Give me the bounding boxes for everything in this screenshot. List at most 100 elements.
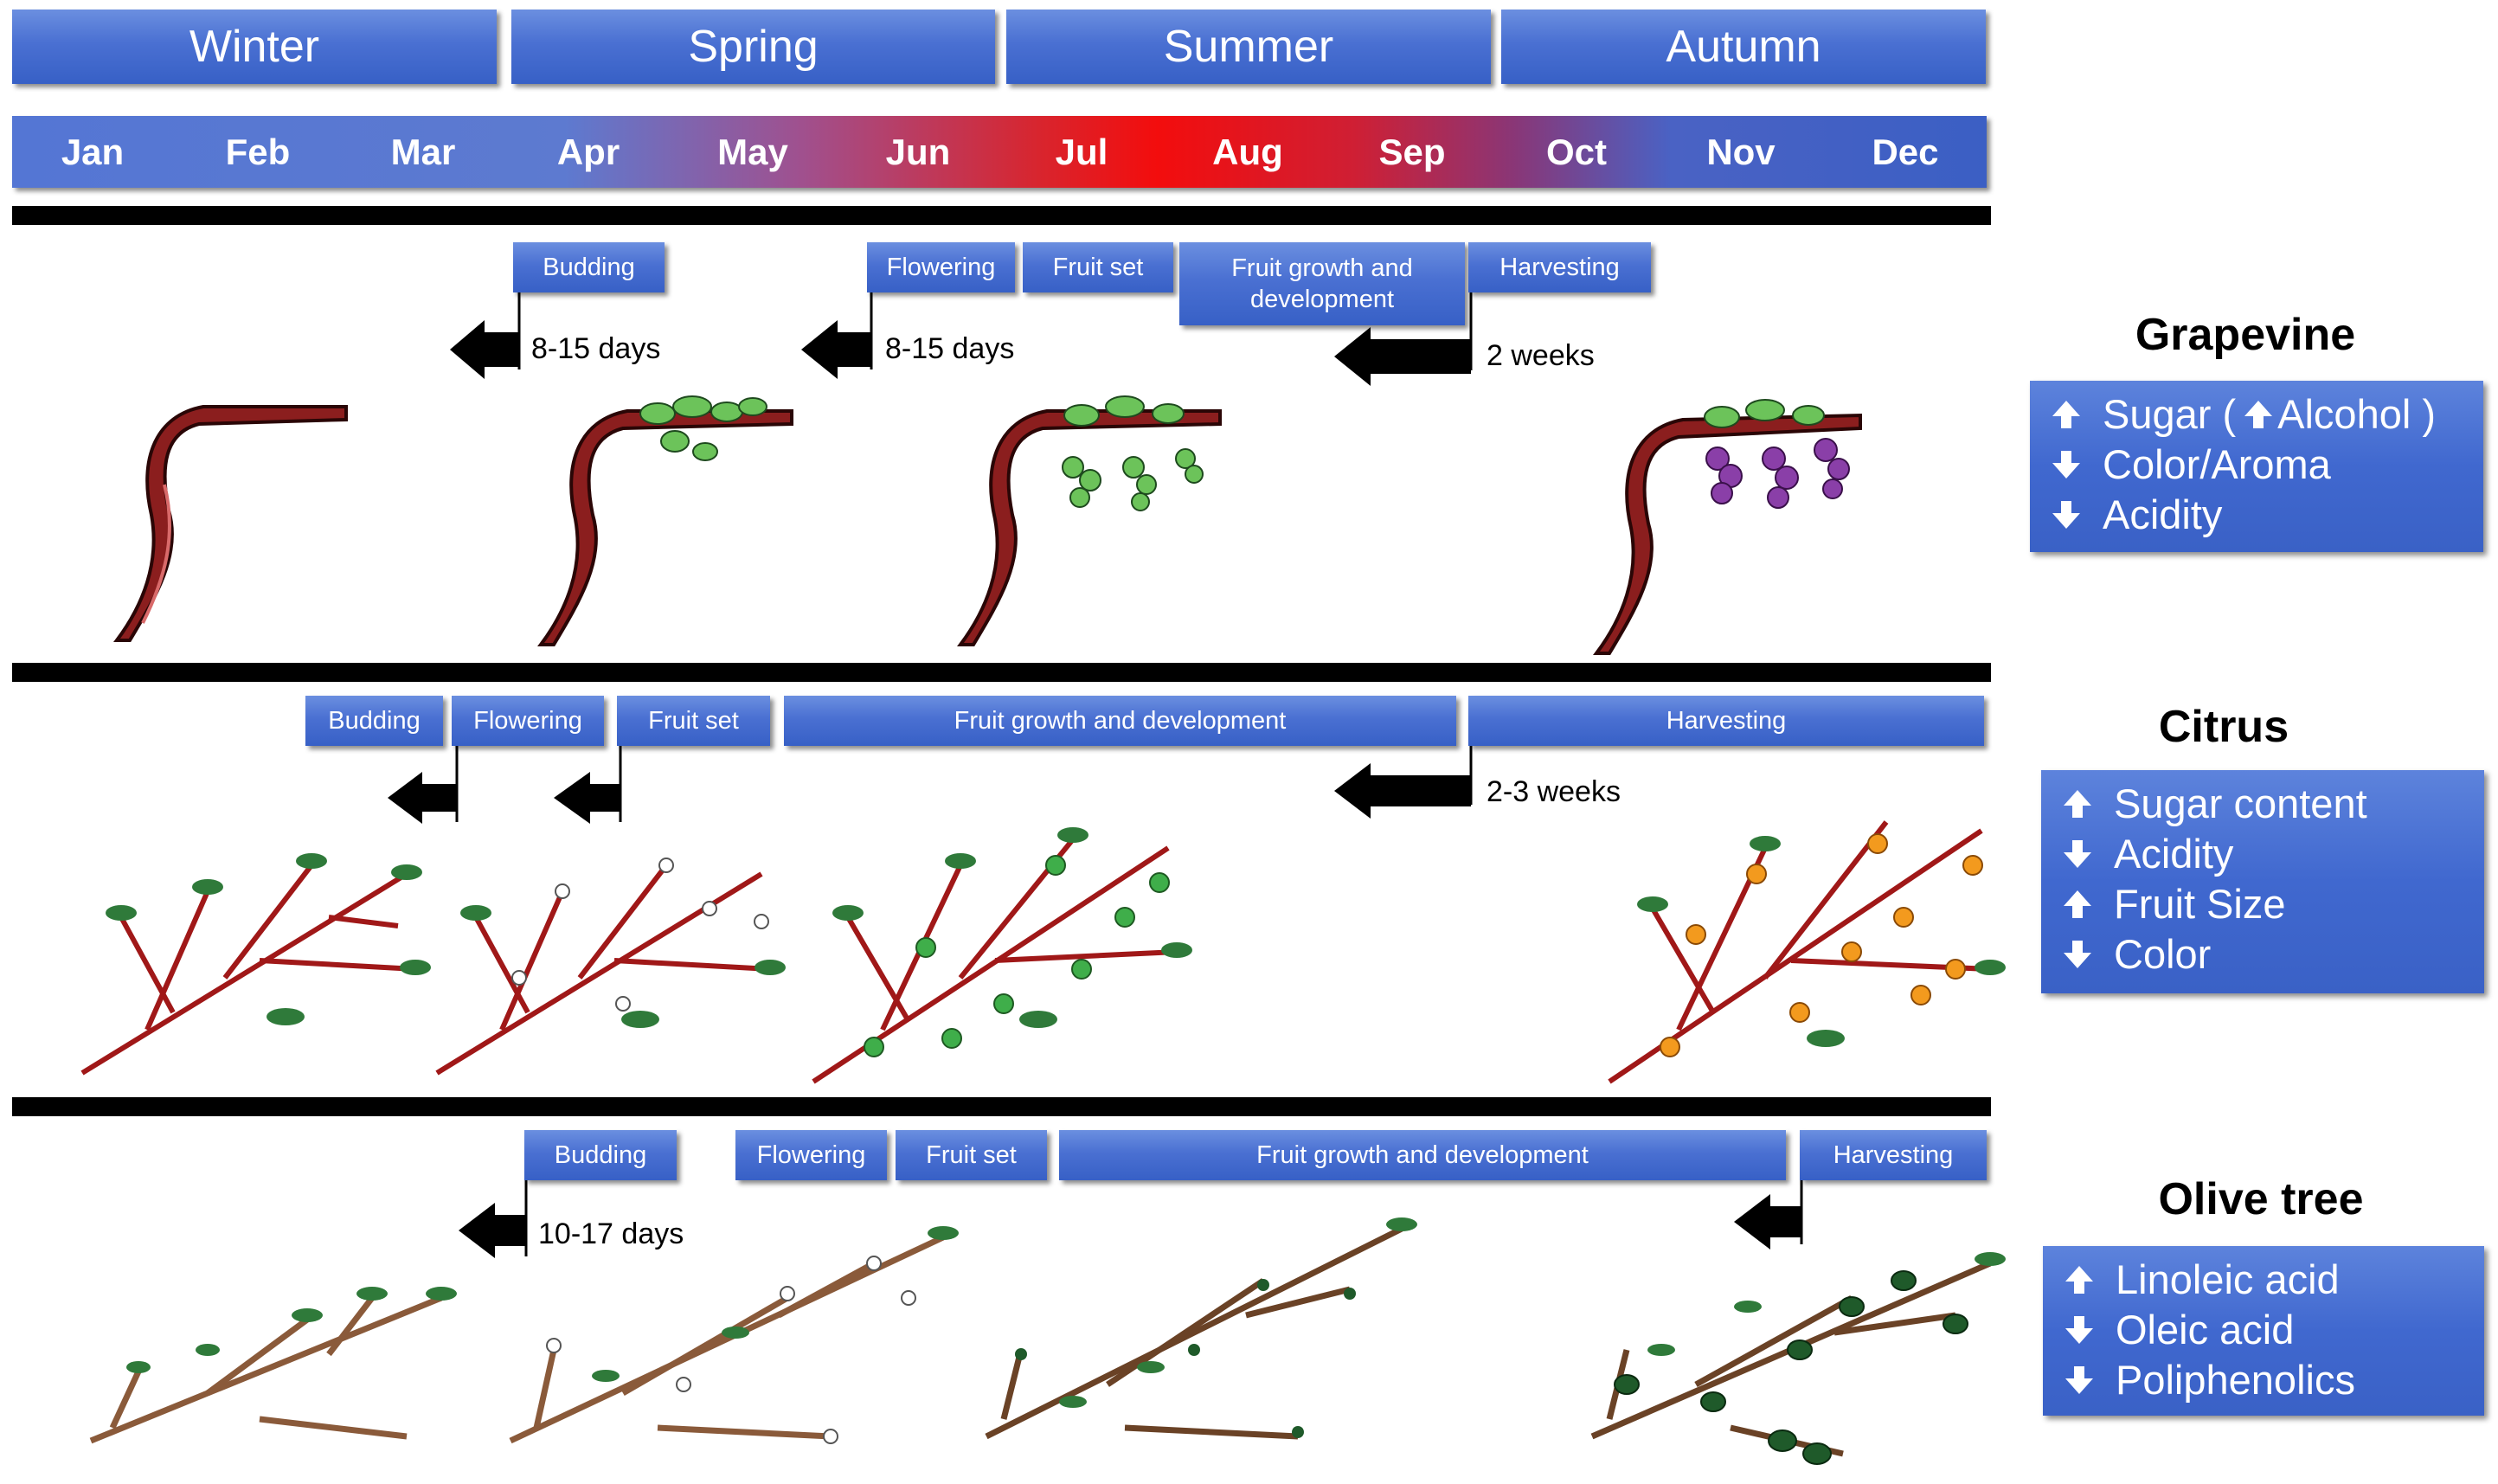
olive-arrow-1 xyxy=(459,1180,528,1258)
olive-effect-poliphenolics: Poliphenolics xyxy=(2062,1355,2465,1405)
citrus-arrow-1 xyxy=(388,746,459,824)
citrus-effect-size: Fruit Size xyxy=(2060,879,2465,929)
olive-effect-linoleic-text: Linoleic acid xyxy=(2116,1256,2340,1302)
citrus-plant-harvest-leaves xyxy=(1637,836,2006,1047)
olive-plant-flowering-leaves xyxy=(592,1226,959,1382)
grapevine-stage-fruit-growth: Fruit growth and development xyxy=(1179,242,1465,325)
citrus-effect-size-text: Fruit Size xyxy=(2114,881,2286,927)
month-oct: Oct xyxy=(1545,131,1607,172)
citrus-arrow-3 xyxy=(1334,746,1473,819)
month-feb: Feb xyxy=(225,131,291,172)
olive-stage-harvesting: Harvesting xyxy=(1800,1130,1987,1180)
month-jun: Jun xyxy=(885,131,951,172)
grapevine-interval-1: 8-15 days xyxy=(531,332,661,365)
olive-plant-harvest-fruits xyxy=(1614,1270,1968,1465)
grapevine-interval-2: 8-15 days xyxy=(885,332,1015,365)
arrow-down-icon xyxy=(2065,1316,2093,1344)
citrus-stage-fruit-set: Fruit set xyxy=(617,696,770,746)
citrus-effect-sugar-text: Sugar content xyxy=(2114,781,2367,826)
season-summer: Summer xyxy=(1006,10,1491,84)
arrow-up-icon xyxy=(2064,890,2091,918)
citrus-stage-budding: Budding xyxy=(305,696,443,746)
grapevine-plant-budding xyxy=(537,395,793,646)
citrus-effect-acidity: Acidity xyxy=(2060,829,2465,879)
olive-plant-harvest-leaves xyxy=(1647,1252,2006,1356)
citrus-plant-fruitset-leaves xyxy=(832,827,1192,1028)
olive-arrow-2 xyxy=(1734,1180,1803,1250)
arrow-down-icon xyxy=(2052,451,2080,479)
citrus-stage-harvesting: Harvesting xyxy=(1468,696,1984,746)
arrow-up-icon xyxy=(2065,1266,2093,1294)
grapevine-arrow-2 xyxy=(801,292,873,379)
olive-plant-fruitset-leaves xyxy=(1059,1217,1417,1408)
olive-effect-oleic: Oleic acid xyxy=(2062,1305,2465,1355)
citrus-plant-fruitset-fruits xyxy=(864,855,1170,1057)
citrus-plant-flowering xyxy=(435,864,771,1076)
olive-stage-flowering: Flowering xyxy=(735,1130,887,1180)
separator-top xyxy=(12,206,1991,225)
month-apr: Apr xyxy=(556,131,620,172)
grapevine-plant-dormant xyxy=(113,405,348,642)
grapevine-stage-flowering: Flowering xyxy=(867,242,1015,292)
grapevine-effect-sugar-text: Sugar ( xyxy=(2103,391,2237,437)
citrus-plant-budding xyxy=(80,864,416,1076)
arrow-down-icon xyxy=(2065,1366,2093,1394)
grapevine-effect-color: Color/Aroma xyxy=(2049,440,2464,490)
separator-grapevine-citrus xyxy=(12,663,1991,682)
grapevine-arrow-3 xyxy=(1334,292,1473,386)
olive-effects-box: Linoleic acid Oleic acid Poliphenolics xyxy=(2043,1246,2484,1416)
citrus-stage-flowering: Flowering xyxy=(452,696,604,746)
grapevine-arrow-1 xyxy=(450,292,521,379)
citrus-effect-acidity-text: Acidity xyxy=(2114,831,2234,877)
month-jan: Jan xyxy=(61,131,125,172)
arrow-down-icon xyxy=(2064,941,2091,968)
olive-plant-flowering-blossoms xyxy=(546,1256,916,1444)
citrus-plant-harvest-fruits xyxy=(1660,833,1983,1057)
month-nov: Nov xyxy=(1706,131,1776,172)
olive-title: Olive tree xyxy=(2158,1174,2364,1224)
month-sep: Sep xyxy=(1378,131,1446,172)
citrus-title: Citrus xyxy=(2158,702,2289,752)
month-may: May xyxy=(717,131,788,172)
grapevine-title: Grapevine xyxy=(2135,310,2356,360)
season-winter: Winter xyxy=(12,10,497,84)
olive-stage-fruit-growth: Fruit growth and development xyxy=(1059,1130,1786,1180)
olive-effect-oleic-text: Oleic acid xyxy=(2116,1307,2295,1352)
citrus-plant-flowering-leaves xyxy=(460,905,786,1028)
olive-stage-fruit-set: Fruit set xyxy=(896,1130,1047,1180)
citrus-arrow-2 xyxy=(554,746,622,824)
citrus-effects-box: Sugar content Acidity Fruit Size Color xyxy=(2041,770,2484,993)
olive-plant-fruitset xyxy=(985,1225,1403,1440)
month-mar: Mar xyxy=(390,131,456,172)
grapevine-effect-sugar: Sugar ( Alcohol ) xyxy=(2049,389,2464,440)
grapevine-effect-acidity-text: Acidity xyxy=(2103,491,2223,537)
olive-interval-1: 10-17 days xyxy=(538,1217,684,1250)
arrow-down-icon xyxy=(2052,501,2080,529)
month-bar: Jan Feb Mar Apr May Jun Jul Aug Sep Oct … xyxy=(12,116,1987,188)
citrus-plant-budding-leaves xyxy=(106,853,431,1025)
grapevine-effect-alcohol-text: Alcohol ) xyxy=(2277,391,2436,437)
citrus-stage-fruit-growth: Fruit growth and development xyxy=(784,696,1456,746)
olive-effect-linoleic: Linoleic acid xyxy=(2062,1255,2465,1305)
citrus-interval-1: 2-3 weeks xyxy=(1487,775,1621,808)
arrow-down-icon xyxy=(2064,840,2091,868)
olive-plant-dormant xyxy=(89,1294,443,1444)
citrus-effect-sugar: Sugar content xyxy=(2060,779,2465,829)
citrus-effect-color: Color xyxy=(2060,929,2465,980)
month-jul: Jul xyxy=(1055,131,1108,172)
season-spring: Spring xyxy=(511,10,995,84)
grapevine-effect-color-text: Color/Aroma xyxy=(2103,441,2331,487)
grapevine-plant-harvest xyxy=(1593,399,1862,655)
month-dec: Dec xyxy=(1872,131,1939,172)
season-autumn: Autumn xyxy=(1501,10,1986,84)
olive-plant-fruitset-fruits xyxy=(1015,1279,1356,1438)
olive-plant-harvest xyxy=(1590,1260,1992,1457)
grapevine-effect-acidity: Acidity xyxy=(2049,490,2464,540)
grapevine-stage-fruit-set: Fruit set xyxy=(1023,242,1173,292)
olive-plant-flowering xyxy=(509,1234,945,1444)
olive-effect-poliphenolics-text: Poliphenolics xyxy=(2116,1357,2355,1403)
month-aug: Aug xyxy=(1212,131,1283,172)
arrow-up-icon xyxy=(2244,401,2273,428)
citrus-plant-flowering-blossoms xyxy=(511,858,769,1012)
